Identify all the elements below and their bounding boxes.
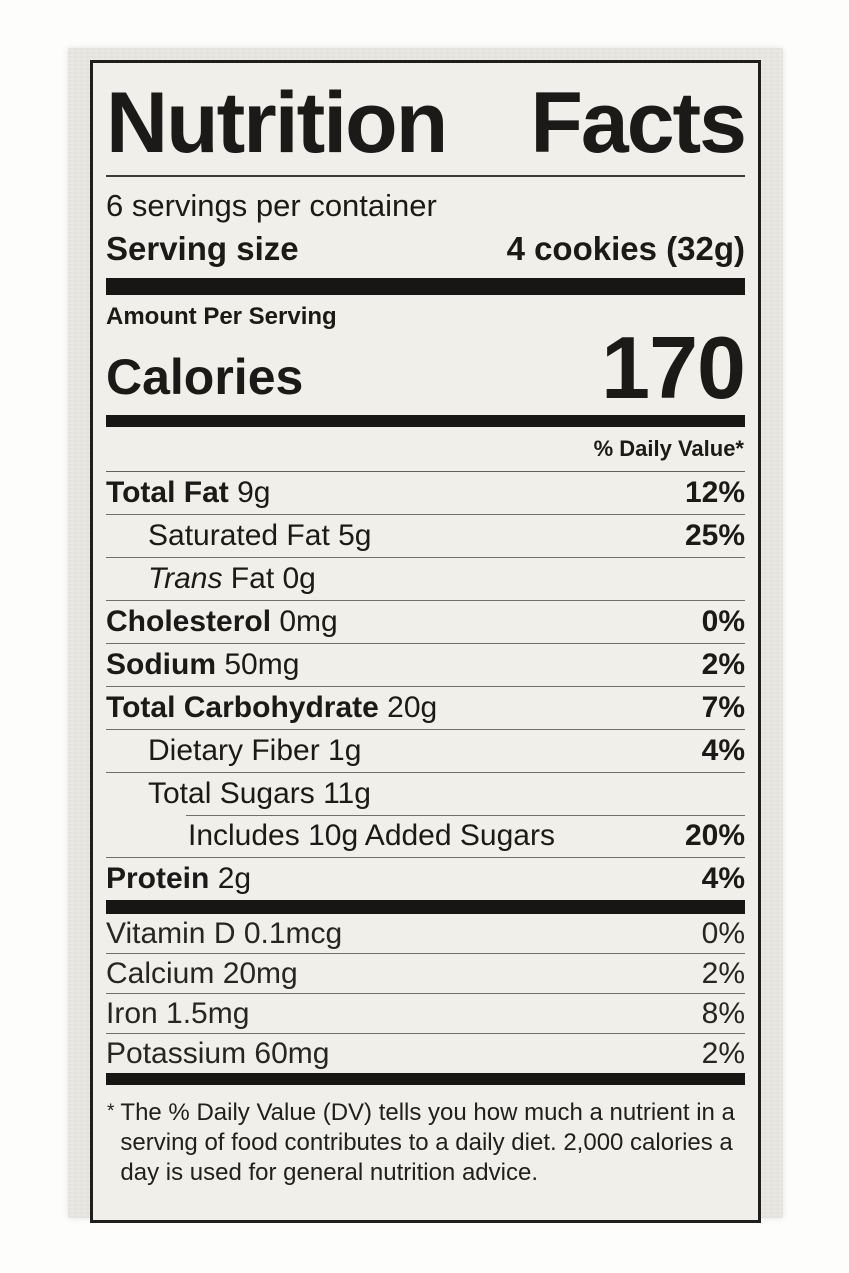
nutrient-name: Sodium 50mg: [106, 647, 300, 681]
nutrient-daily-value: 20%: [684, 818, 745, 852]
nutrient-daily-value: 2%: [701, 647, 745, 681]
vitamin-name: Calcium 20mg: [106, 956, 298, 990]
thick-divider-footnote: [106, 1072, 745, 1085]
nutrient-row-saturated-fat: Saturated Fat 5g 25%: [106, 515, 745, 558]
nutrition-facts-panel: Nutrition Facts 6 servings per container…: [90, 60, 761, 1223]
calories-label: Calories: [106, 348, 304, 405]
thick-divider-top: [106, 278, 745, 295]
nutrient-daily-value: 0%: [701, 604, 745, 638]
nutrition-facts-title: Nutrition Facts: [106, 75, 747, 171]
nutrition-label-paper: Nutrition Facts 6 servings per container…: [68, 48, 783, 1223]
nutrient-row-protein: Protein 2g 4%: [106, 858, 745, 900]
nutrient-row-sodium: Sodium 50mg 2%: [106, 644, 745, 687]
servings-per-container: 6 servings per container: [106, 188, 437, 223]
footnote-text: The % Daily Value (DV) tells you how muc…: [120, 1098, 735, 1186]
vitamin-daily-value: 2%: [701, 956, 745, 990]
nutrient-name: Saturated Fat 5g: [148, 518, 372, 552]
vitamin-row-calcium: Calcium 20mg 2%: [106, 954, 745, 994]
vitamin-daily-value: 2%: [701, 1036, 745, 1070]
serving-size-label: Serving size: [106, 230, 299, 267]
thick-divider-protein: [106, 899, 745, 914]
nutrient-daily-value: 12%: [684, 475, 745, 509]
nutrient-row-dietary-fiber: Dietary Fiber 1g 4%: [106, 730, 745, 773]
amount-per-serving-label: Amount Per Serving: [106, 303, 337, 330]
nutrient-daily-value: 25%: [684, 518, 745, 552]
nutrient-name: Cholesterol 0mg: [106, 604, 338, 638]
serving-size-value: 4 cookies (32g): [506, 230, 745, 267]
title-divider: [106, 175, 745, 177]
thick-divider-calories: [106, 414, 745, 427]
vitamin-name: Vitamin D 0.1mcg: [106, 916, 343, 950]
nutrient-row-total-carbohydrate: Total Carbohydrate 20g 7%: [106, 687, 745, 730]
nutrient-name: Total Carbohydrate 20g: [106, 690, 438, 724]
nutrient-daily-value: 4%: [701, 861, 745, 895]
nutrient-name: Total Sugars 11g: [148, 776, 371, 810]
footnote-asterisk: *: [107, 1100, 115, 1122]
nutrient-row-added-sugars: Includes 10g Added Sugars 20%: [106, 814, 745, 858]
nutrient-name: Trans Fat 0g: [148, 561, 316, 595]
vitamin-daily-value: 0%: [701, 916, 745, 950]
calories-value: 170: [601, 318, 746, 417]
nutrient-name: Total Fat 9g: [106, 475, 271, 509]
added-sugars-partial-divider: [186, 814, 745, 816]
calories-row: Calories 170: [106, 318, 746, 417]
vitamin-row-iron: Iron 1.5mg 8%: [106, 994, 745, 1034]
nutrient-daily-value: 4%: [701, 733, 745, 767]
vitamin-name: Potassium 60mg: [106, 1036, 330, 1070]
vitamin-row-vitamin-d: Vitamin D 0.1mcg 0%: [106, 914, 745, 954]
nutrient-row-trans-fat: Trans Fat 0g: [106, 558, 745, 601]
vitamin-daily-value: 8%: [701, 996, 745, 1030]
nutrient-name: Includes 10g Added Sugars: [188, 818, 555, 852]
panel-bottom-spacer: [106, 1188, 745, 1220]
vitamin-name: Iron 1.5mg: [106, 996, 250, 1030]
vitamin-row-potassium: Potassium 60mg 2%: [106, 1034, 745, 1073]
nutrient-row-total-sugars: Total Sugars 11g: [106, 773, 745, 815]
nutrient-row-total-fat: Total Fat 9g 12%: [106, 472, 745, 515]
nutrient-row-cholesterol: Cholesterol 0mg 0%: [106, 601, 745, 644]
daily-value-footnote: * The % Daily Value (DV) tells you how m…: [106, 1085, 745, 1188]
serving-size-row: Serving size 4 cookies (32g): [106, 225, 745, 278]
daily-value-header: % Daily Value*: [106, 427, 745, 472]
nutrient-name: Protein 2g: [106, 861, 252, 895]
nutrient-daily-value: 7%: [701, 690, 745, 724]
nutrient-name: Dietary Fiber 1g: [148, 733, 362, 767]
